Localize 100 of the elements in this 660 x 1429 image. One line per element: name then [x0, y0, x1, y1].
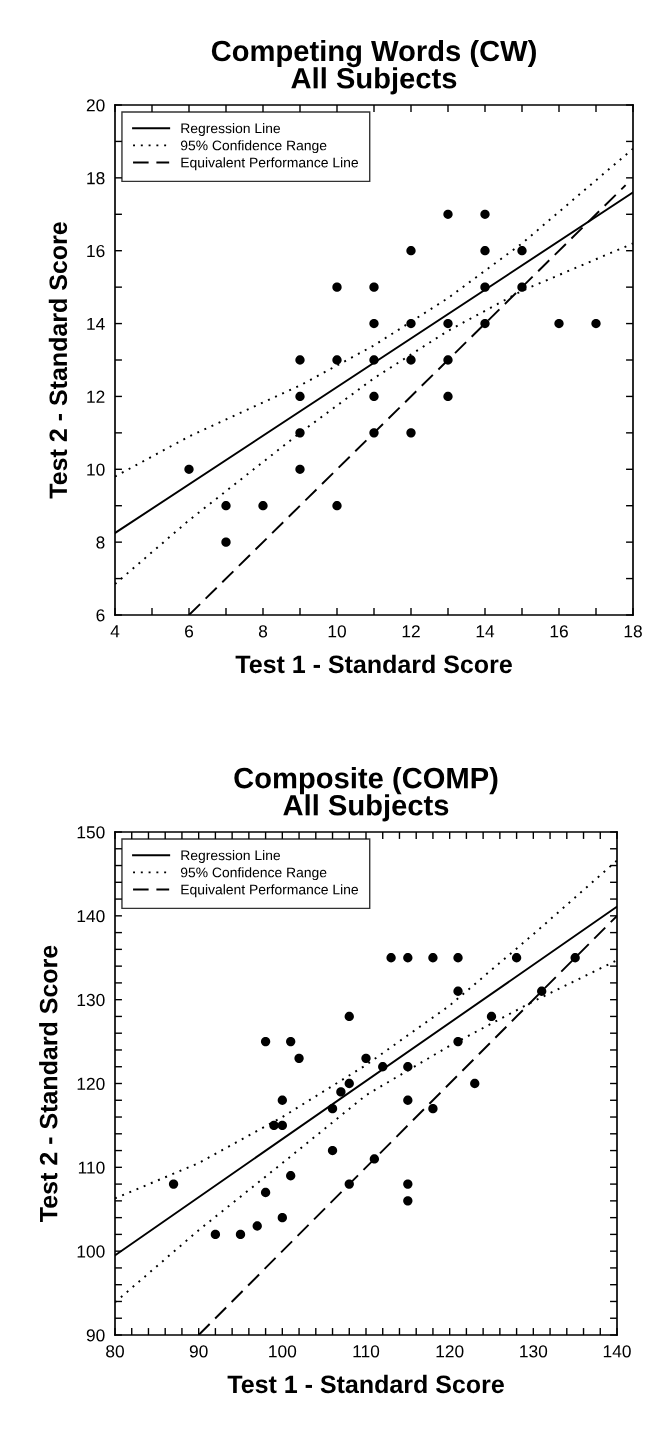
x-tick-label: 6 [185, 625, 194, 638]
point [406, 318, 416, 329]
x-tick-label: 16 [550, 625, 568, 638]
y-tick-label: 6 [96, 609, 105, 622]
point [332, 355, 342, 365]
point [470, 1078, 480, 1089]
point [480, 209, 490, 219]
point [277, 1095, 287, 1105]
y-tick-label: 90 [86, 1329, 105, 1342]
legend-label: Equivalent Performance Line [181, 157, 359, 171]
x-tick-label: 80 [106, 1345, 124, 1358]
y-tick-label: 14 [87, 317, 105, 330]
point [406, 428, 416, 438]
point [327, 1145, 338, 1156]
point [344, 1179, 354, 1189]
x-tick-label: 130 [520, 1345, 548, 1358]
point [286, 1171, 296, 1181]
y-tick-label: 150 [77, 826, 105, 839]
point [277, 1120, 287, 1131]
point [332, 282, 342, 292]
x-tick-label: 4 [110, 625, 120, 638]
y-tick-label: 130 [77, 993, 105, 1007]
point [453, 953, 463, 963]
x-tick-label: 14 [476, 625, 495, 638]
y-tick-label: 120 [77, 1077, 105, 1090]
y-tick-label: 10 [87, 463, 105, 476]
x-tick-label: 12 [402, 625, 420, 638]
point [336, 1087, 346, 1097]
point [406, 355, 416, 365]
point [403, 953, 413, 963]
point [480, 318, 490, 329]
x-tick-label: 10 [328, 625, 346, 638]
point [570, 953, 580, 963]
point [369, 391, 379, 402]
y-tick-label: 12 [87, 390, 105, 403]
y-tick-label: 18 [87, 172, 105, 185]
point [486, 1011, 497, 1022]
point [369, 318, 379, 329]
point [252, 1221, 262, 1231]
point [277, 1212, 287, 1223]
point [369, 1154, 380, 1164]
point [295, 355, 305, 365]
point [184, 464, 194, 474]
legend-label: Regression Line [181, 123, 281, 136]
point [403, 1062, 413, 1072]
x-tick-label: 140 [603, 1345, 631, 1358]
chart-title: Composite (COMP) All Subjects [234, 767, 498, 822]
point [443, 209, 453, 219]
y-tick-label: 8 [96, 536, 105, 549]
point [453, 986, 463, 996]
point [480, 282, 490, 292]
legend-label: Equivalent Performance Line [181, 884, 359, 898]
point [286, 1036, 296, 1047]
x-tick-label: 90 [189, 1345, 208, 1358]
point [517, 246, 527, 256]
point [210, 1229, 221, 1240]
point [406, 246, 416, 256]
y-tick-label: 20 [86, 99, 105, 112]
point [369, 282, 379, 292]
point [168, 1179, 179, 1189]
y-tick-label: 16 [87, 244, 105, 258]
point [260, 1036, 271, 1047]
point [378, 1062, 388, 1072]
point [591, 318, 601, 329]
legend-label: 95% Confidence Range [180, 140, 327, 154]
point [517, 282, 527, 292]
point [443, 318, 453, 329]
point [369, 428, 379, 438]
point [295, 391, 305, 402]
point [511, 953, 522, 963]
point [221, 537, 231, 547]
point [295, 464, 305, 474]
point [361, 1053, 371, 1064]
point [428, 953, 438, 963]
point [537, 986, 547, 996]
chart-title: Competing Words (CW) All Subjects [211, 39, 536, 95]
point [443, 355, 453, 365]
x-tick-label: 110 [353, 1345, 380, 1358]
point [403, 1179, 413, 1189]
point [344, 1011, 354, 1022]
legend-label: 95% Confidence Range [180, 867, 327, 881]
x-tick-label: 120 [436, 1345, 464, 1358]
point [294, 1053, 304, 1064]
x-tick-label: 8 [258, 625, 268, 638]
y-tick-label: 140 [77, 910, 105, 923]
point [344, 1078, 354, 1089]
point [453, 1036, 463, 1047]
y-tick-label: 110 [78, 1161, 105, 1174]
point [369, 355, 379, 365]
point [554, 318, 564, 329]
x-tick-label: 18 [624, 625, 642, 638]
point [332, 501, 342, 511]
x-axis-title: Test 1 - Standard Score [227, 1374, 504, 1394]
point [235, 1229, 246, 1240]
y-axis-title: Test 2 - Standard Score [39, 945, 58, 1222]
x-tick-label: 100 [269, 1345, 297, 1358]
point [258, 501, 268, 511]
point [386, 953, 396, 963]
y-tick-label: 100 [77, 1245, 105, 1258]
point [403, 1196, 413, 1206]
